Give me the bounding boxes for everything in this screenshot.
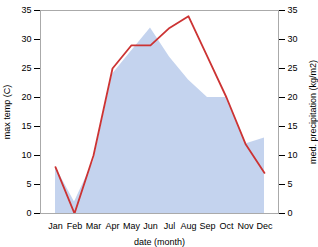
- svg-text:Sep: Sep: [199, 221, 215, 231]
- svg-text:5: 5: [26, 179, 31, 189]
- svg-text:Jan: Jan: [48, 221, 63, 231]
- svg-text:35: 35: [288, 5, 298, 15]
- svg-text:date (month): date (month): [134, 237, 185, 247]
- svg-text:30: 30: [21, 34, 31, 44]
- svg-text:10: 10: [21, 150, 31, 160]
- svg-text:15: 15: [21, 121, 31, 131]
- svg-text:25: 25: [21, 63, 31, 73]
- svg-text:35: 35: [21, 5, 31, 15]
- svg-text:15: 15: [288, 121, 298, 131]
- svg-text:Oct: Oct: [219, 221, 234, 231]
- svg-text:Nov: Nov: [237, 221, 254, 231]
- svg-text:5: 5: [288, 179, 293, 189]
- svg-text:Apr: Apr: [105, 221, 119, 231]
- svg-text:max temp (C): max temp (C): [2, 85, 12, 140]
- svg-text:Feb: Feb: [67, 221, 83, 231]
- svg-text:Jun: Jun: [143, 221, 158, 231]
- svg-text:Dec: Dec: [256, 221, 273, 231]
- svg-text:0: 0: [288, 208, 293, 218]
- svg-text:Jul: Jul: [164, 221, 176, 231]
- svg-text:20: 20: [21, 92, 31, 102]
- svg-text:May: May: [123, 221, 141, 231]
- svg-text:10: 10: [288, 150, 298, 160]
- svg-text:Mar: Mar: [86, 221, 102, 231]
- svg-text:25: 25: [288, 63, 298, 73]
- svg-text:Aug: Aug: [180, 221, 196, 231]
- svg-text:0: 0: [26, 208, 31, 218]
- svg-text:20: 20: [288, 92, 298, 102]
- svg-text:med. precipitation (kg/m2): med. precipitation (kg/m2): [308, 60, 318, 164]
- svg-text:30: 30: [288, 34, 298, 44]
